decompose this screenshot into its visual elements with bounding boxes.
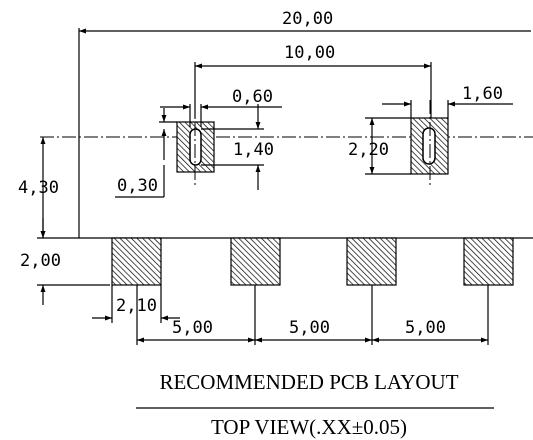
slot-hole-right	[422, 127, 436, 165]
dim-slot-margin: 0,30	[117, 176, 158, 196]
dim-pad-offset: 2,00	[20, 251, 61, 271]
dim-hole-pitch: 10,00	[284, 43, 335, 63]
dim-pad-width: 2,10	[116, 296, 157, 316]
smd-pad-4	[463, 237, 514, 286]
caption-title: RECOMMENDED PCB LAYOUT	[159, 370, 458, 394]
dim-overall-width: 20,00	[282, 9, 333, 29]
smd-pad-3	[346, 237, 397, 286]
dim-pad-width-right: 1,60	[462, 84, 503, 104]
caption-subtitle: TOP VIEW(.XX±0.05)	[211, 415, 407, 439]
dim-pad-height-right: 2,20	[348, 140, 389, 160]
dim-pitch-1: 5,00	[172, 318, 213, 338]
dim-slot-width: 0,60	[232, 87, 273, 107]
dim-slot-length: 1,40	[233, 140, 274, 160]
smd-pad-2	[230, 237, 281, 286]
dim-pitch-3: 5,00	[405, 318, 446, 338]
dim-hole-offset: 4,30	[18, 178, 59, 198]
smd-pad-1	[111, 237, 162, 286]
dim-pitch-2: 5,00	[289, 318, 330, 338]
